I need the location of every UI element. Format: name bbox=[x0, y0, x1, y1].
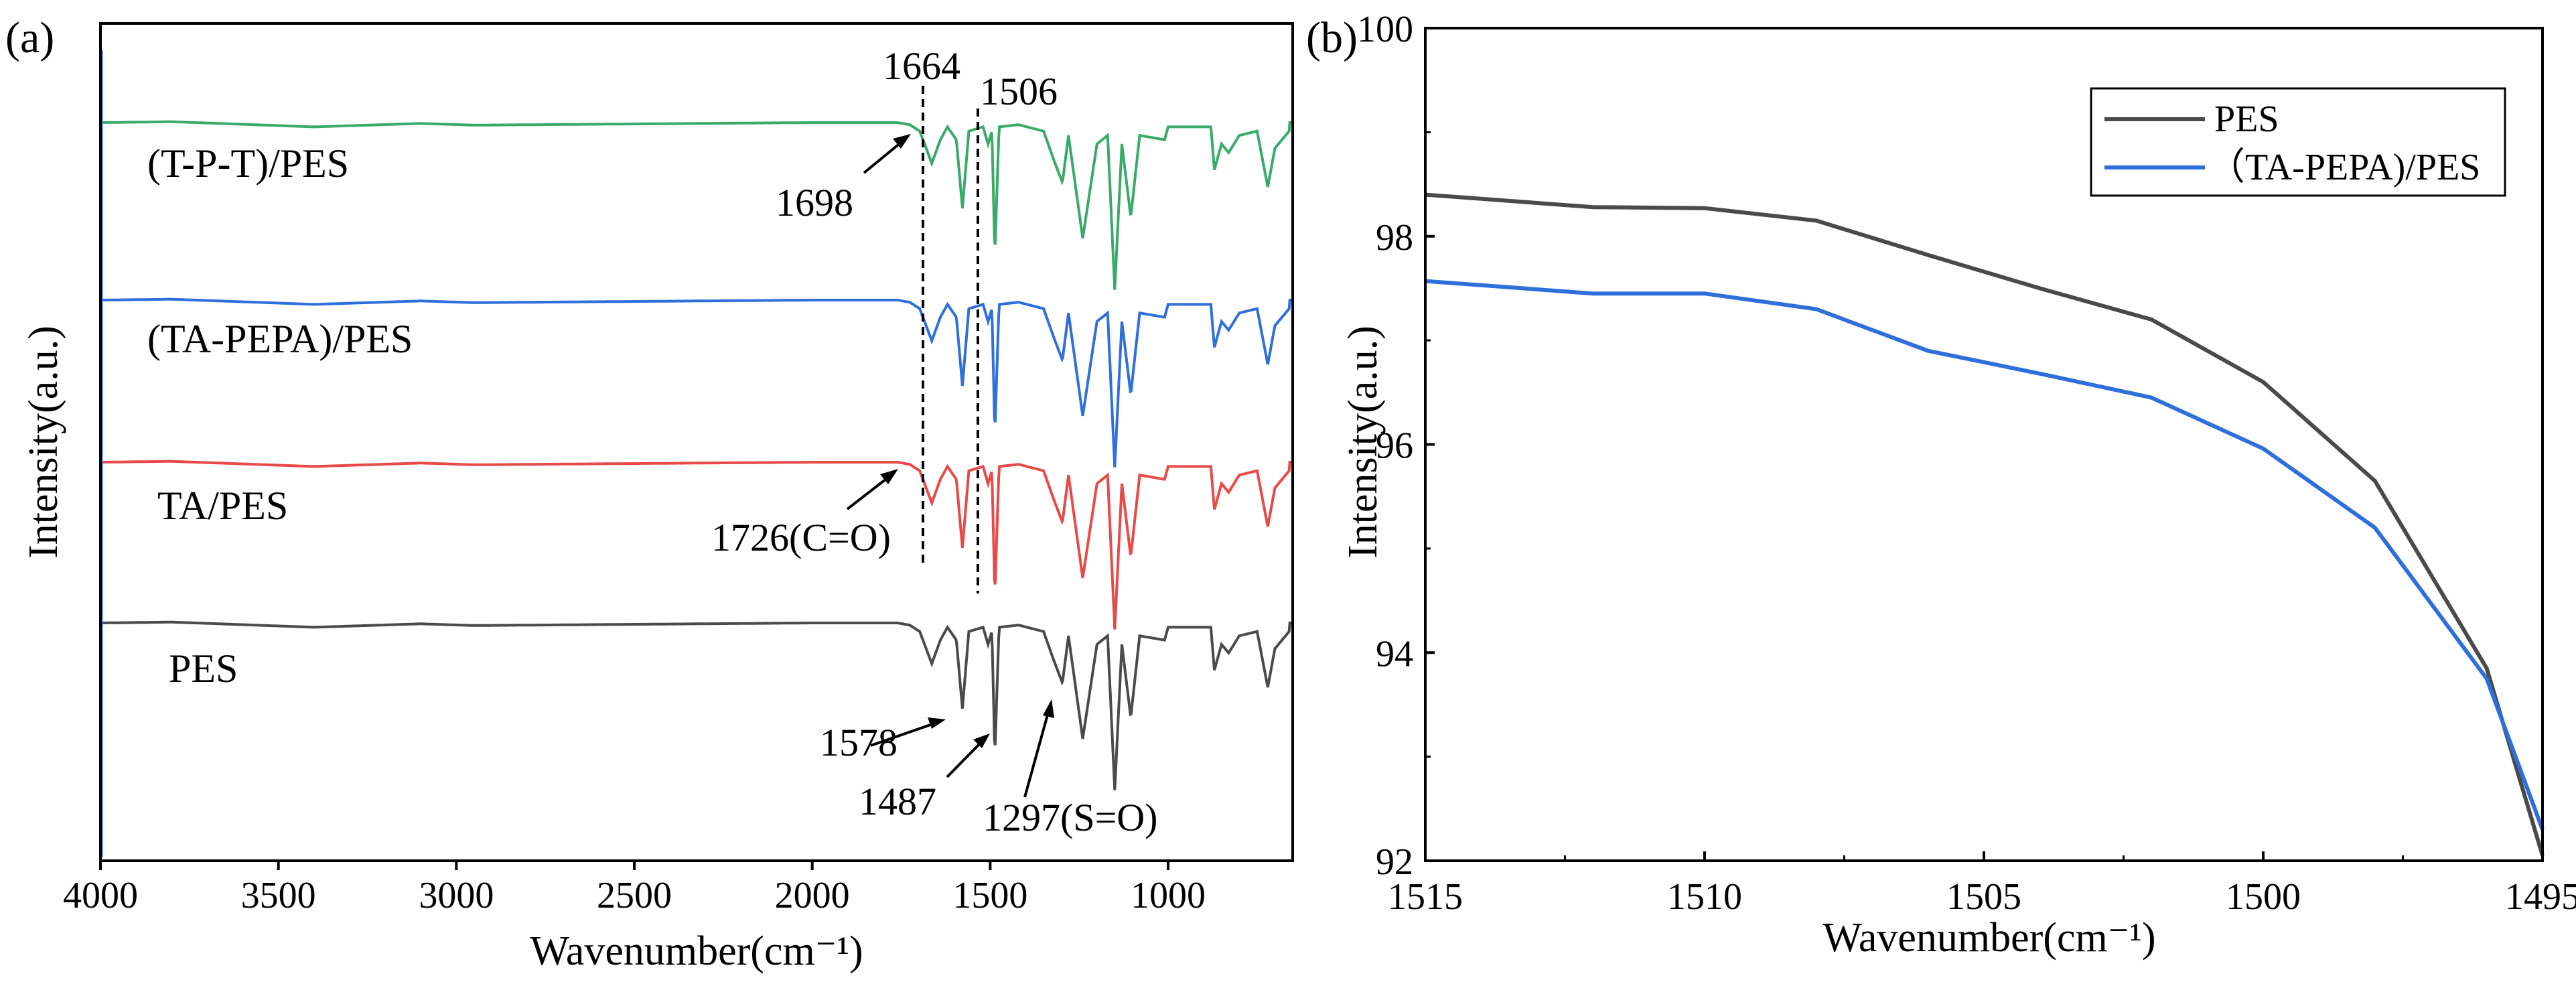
annotation-1578-arrowhead bbox=[928, 717, 946, 729]
sample-label-ta-pes: TA/PES bbox=[157, 484, 288, 528]
series-line-ta-pes bbox=[100, 460, 1293, 630]
annotation-1726: 1726(C=O) bbox=[711, 469, 898, 559]
annotation-1726-arrow bbox=[846, 476, 890, 510]
annotation-1698-arrow bbox=[863, 141, 903, 174]
b-series-line-pes bbox=[1425, 192, 2545, 857]
annotation-1726-arrowhead bbox=[880, 469, 898, 484]
annotation-1487: 1487 bbox=[859, 733, 990, 823]
annotation-1698-label: 1698 bbox=[776, 181, 853, 224]
annotation-1698: 1698 bbox=[776, 134, 911, 224]
annotation-1487-arrow bbox=[946, 740, 983, 778]
x-tick-label-3000: 3000 bbox=[419, 875, 494, 916]
x-tick-label-2500: 2500 bbox=[597, 875, 672, 916]
annotation-1578-label: 1578 bbox=[820, 721, 898, 764]
panel-a: (a) 4000 3500 3000 2500 2000 1500 1000 1664 15… bbox=[5, 13, 1294, 974]
annotation-1297-arrow bbox=[1023, 709, 1050, 798]
series-line-pes bbox=[100, 620, 1293, 790]
b-y-tick-label-92: 92 bbox=[1376, 841, 1413, 883]
panel-a-x-ticks: 4000 3500 3000 2500 2000 1500 1000 bbox=[63, 861, 1206, 916]
annotation-1578-arrow bbox=[870, 722, 935, 747]
panel-b-y-ticks: 92 94 96 98 100 bbox=[1357, 9, 1435, 883]
panel-a-plot-frame bbox=[99, 22, 1294, 862]
b-y-tick-label-96: 96 bbox=[1376, 425, 1413, 467]
annotation-1578: 1578 bbox=[820, 717, 946, 764]
x-tick-label-1000: 1000 bbox=[1131, 875, 1206, 916]
panel-b-x-ticks: 1515 1510 1505 1500 1495 bbox=[1388, 851, 2576, 918]
x-tick-label-2000: 2000 bbox=[775, 875, 850, 916]
b-x-tick-label-1505: 1505 bbox=[1946, 876, 2021, 918]
marker-label-1664: 1664 bbox=[883, 44, 960, 88]
panel-b-label: (b) bbox=[1306, 13, 1358, 62]
legend-label-ta-pepa-pes: （TA-PEPA)/PES bbox=[2208, 147, 2480, 188]
annotation-1487-label: 1487 bbox=[859, 780, 936, 823]
legend-label-pes: PES bbox=[2214, 98, 2279, 140]
annotation-1726-label: 1726(C=O) bbox=[711, 516, 891, 559]
annotation-1297-label: 1297(S=O) bbox=[983, 796, 1157, 839]
b-x-tick-label-1500: 1500 bbox=[2226, 876, 2301, 918]
b-y-tick-label-100: 100 bbox=[1357, 9, 1413, 50]
annotation-1297: 1297(S=O) bbox=[983, 699, 1157, 839]
panel-b: (b) 1515 1510 1505 1500 1495 92 94 96 98 100 PES… bbox=[1306, 9, 2576, 961]
b-y-tick-label-98: 98 bbox=[1376, 217, 1413, 259]
panel-b-x-axis-title: Wavenumber(cm⁻¹) bbox=[1822, 915, 2155, 961]
marker-label-1506: 1506 bbox=[980, 70, 1058, 113]
panel-b-legend: PES （TA-PEPA)/PES bbox=[2090, 87, 2506, 197]
x-tick-label-3500: 3500 bbox=[241, 875, 316, 916]
annotation-1487-arrowhead bbox=[973, 733, 990, 748]
series-line-ta-pepa-pes bbox=[100, 297, 1293, 468]
series-line-t-p-t-pes bbox=[100, 120, 1293, 290]
panel-a-x-axis-title: Wavenumber(cm⁻¹) bbox=[530, 928, 863, 974]
sample-label-pes: PES bbox=[169, 646, 238, 691]
b-x-tick-label-1515: 1515 bbox=[1388, 876, 1463, 918]
b-series-line-ta-pepa-pes bbox=[1425, 279, 2545, 831]
panel-b-series-group bbox=[1425, 192, 2545, 857]
sample-label-ta-pepa-pes: (TA-PEPA)/PES bbox=[147, 317, 413, 361]
b-x-tick-label-1510: 1510 bbox=[1667, 876, 1742, 918]
b-x-tick-label-1495: 1495 bbox=[2505, 876, 2576, 918]
annotation-1698-arrowhead bbox=[893, 134, 911, 149]
sample-label-tpt-pes: (T-P-T)/PES bbox=[147, 141, 349, 186]
panel-b-y-axis-title: Intensity(a.u.) bbox=[1340, 326, 1386, 559]
b-y-tick-label-94: 94 bbox=[1376, 633, 1413, 675]
panel-a-y-axis-title: Intensity(a.u.) bbox=[21, 326, 66, 559]
x-tick-label-1500: 1500 bbox=[952, 875, 1027, 916]
panel-a-label: (a) bbox=[5, 13, 54, 62]
x-tick-label-4000: 4000 bbox=[63, 875, 138, 916]
annotation-1297-arrowhead bbox=[1043, 699, 1054, 718]
legend-box bbox=[2090, 87, 2506, 197]
